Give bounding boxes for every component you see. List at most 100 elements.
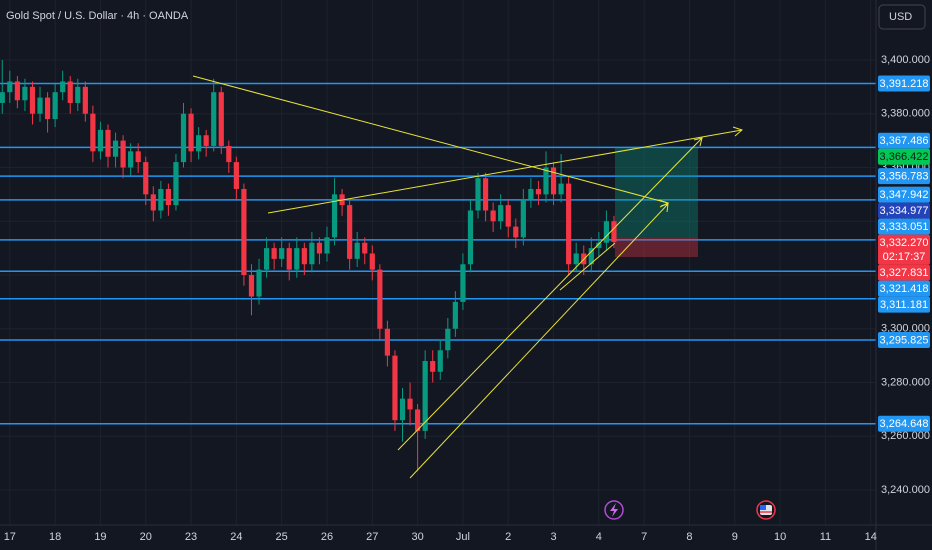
y-tick-label: 3,300.000 bbox=[881, 323, 930, 335]
candle-body bbox=[294, 248, 300, 270]
price-label: 3,356.783 bbox=[880, 171, 929, 183]
candle-body bbox=[271, 248, 277, 259]
candle-body bbox=[158, 188, 164, 211]
y-tick-label: 3,240.000 bbox=[881, 484, 930, 496]
price-label-bg bbox=[878, 296, 930, 313]
candle-body bbox=[331, 194, 338, 238]
trendline bbox=[192, 75, 669, 204]
x-tick-label: 3 bbox=[550, 531, 556, 543]
price-labels: 3,391.218 3,367.486 3,366.422 3,356.783 3,34… bbox=[878, 75, 930, 432]
candle-body bbox=[603, 221, 610, 243]
candle-body bbox=[279, 248, 285, 259]
candle-body bbox=[7, 81, 13, 93]
price-label: 3,366.422 bbox=[880, 151, 929, 163]
price-label-bg bbox=[878, 75, 930, 92]
candle-body bbox=[535, 188, 542, 195]
y-tick-label: 3,380.000 bbox=[881, 108, 930, 120]
candle-body bbox=[596, 242, 602, 249]
candle-body bbox=[90, 113, 96, 152]
candle-body bbox=[52, 92, 58, 120]
candle-body bbox=[233, 162, 239, 189]
candle-body bbox=[422, 361, 428, 431]
candle-body bbox=[67, 81, 73, 103]
candle-body bbox=[256, 269, 262, 297]
candle-body bbox=[0, 92, 5, 103]
price-label: 3,334.977 bbox=[880, 205, 929, 217]
candle-body bbox=[467, 210, 474, 265]
candle-body bbox=[573, 253, 579, 265]
y-tick-label: 3,280.000 bbox=[881, 376, 930, 388]
candle-body bbox=[611, 221, 617, 243]
candle-body bbox=[203, 135, 209, 146]
candle-body bbox=[248, 275, 255, 297]
price-label-bg bbox=[878, 415, 930, 432]
candle-body bbox=[498, 205, 504, 222]
x-tick-label: 26 bbox=[321, 531, 333, 543]
price-label-bg bbox=[878, 218, 930, 235]
trendlines bbox=[192, 75, 743, 479]
candle-body bbox=[362, 242, 368, 254]
price-label-bg bbox=[878, 234, 930, 265]
candle-body bbox=[490, 210, 496, 222]
currency-label: USD bbox=[889, 11, 912, 23]
candle-body bbox=[566, 183, 572, 265]
candle-body bbox=[112, 140, 119, 157]
candle-body bbox=[520, 199, 526, 238]
candle-body bbox=[105, 129, 111, 157]
chart-title: Gold Spot / U.S. Dollar · 4h · OANDA bbox=[6, 10, 189, 22]
candle-body bbox=[188, 113, 194, 152]
candle-body bbox=[550, 167, 557, 195]
x-tick-label: 23 bbox=[185, 531, 197, 543]
currency-button[interactable] bbox=[878, 4, 926, 30]
x-tick-label: 17 bbox=[4, 531, 16, 543]
candle-body bbox=[482, 178, 489, 211]
price-label: 3,321.418 bbox=[880, 283, 929, 295]
price-label: 3,333.051 bbox=[880, 221, 929, 233]
candle-body bbox=[528, 188, 534, 200]
candle-body bbox=[211, 92, 217, 146]
candle-body bbox=[384, 328, 391, 356]
x-tick-label: 24 bbox=[230, 531, 242, 543]
candle-body bbox=[196, 135, 202, 152]
candle-body bbox=[173, 162, 179, 206]
price-label-bg bbox=[878, 264, 930, 281]
x-tick-label: 18 bbox=[49, 531, 61, 543]
grid bbox=[0, 0, 876, 525]
candle-body bbox=[437, 350, 443, 372]
candle-body bbox=[241, 188, 247, 275]
candle-body bbox=[452, 301, 458, 329]
price-label-bg bbox=[878, 168, 930, 185]
x-tick-label: 14 bbox=[865, 531, 877, 543]
candle-body bbox=[324, 237, 330, 254]
price-label: 3,264.648 bbox=[880, 418, 929, 430]
lightning-icon bbox=[610, 503, 618, 517]
candle-body bbox=[37, 97, 43, 114]
candles bbox=[0, 59, 617, 472]
price-label-bg bbox=[878, 132, 930, 149]
candle-body bbox=[165, 188, 172, 206]
candle-body bbox=[475, 178, 481, 211]
candle-body bbox=[14, 81, 20, 101]
candle-body bbox=[60, 81, 66, 93]
candle-body bbox=[407, 398, 413, 410]
y-tick-label: 3,260.000 bbox=[881, 430, 930, 442]
candle-body bbox=[120, 140, 126, 168]
candle-body bbox=[354, 242, 360, 259]
levels bbox=[0, 82, 876, 425]
x-tick-label: 11 bbox=[820, 531, 831, 543]
price-label: 3,332.270 bbox=[880, 237, 929, 249]
price-label: 3,347.942 bbox=[880, 189, 929, 201]
arrowhead bbox=[660, 203, 669, 213]
price-label: 3,295.825 bbox=[880, 334, 929, 346]
candle-body bbox=[226, 145, 232, 163]
x-tick-label: 30 bbox=[411, 531, 423, 543]
y-tick-label: 3,400.000 bbox=[881, 54, 930, 66]
candle-body bbox=[399, 398, 406, 421]
candle-body bbox=[82, 86, 88, 114]
trendline bbox=[409, 203, 669, 479]
candle-body bbox=[218, 92, 224, 146]
candle-body bbox=[415, 409, 421, 431]
candle-body bbox=[347, 205, 353, 259]
price-label-bg bbox=[878, 148, 930, 165]
